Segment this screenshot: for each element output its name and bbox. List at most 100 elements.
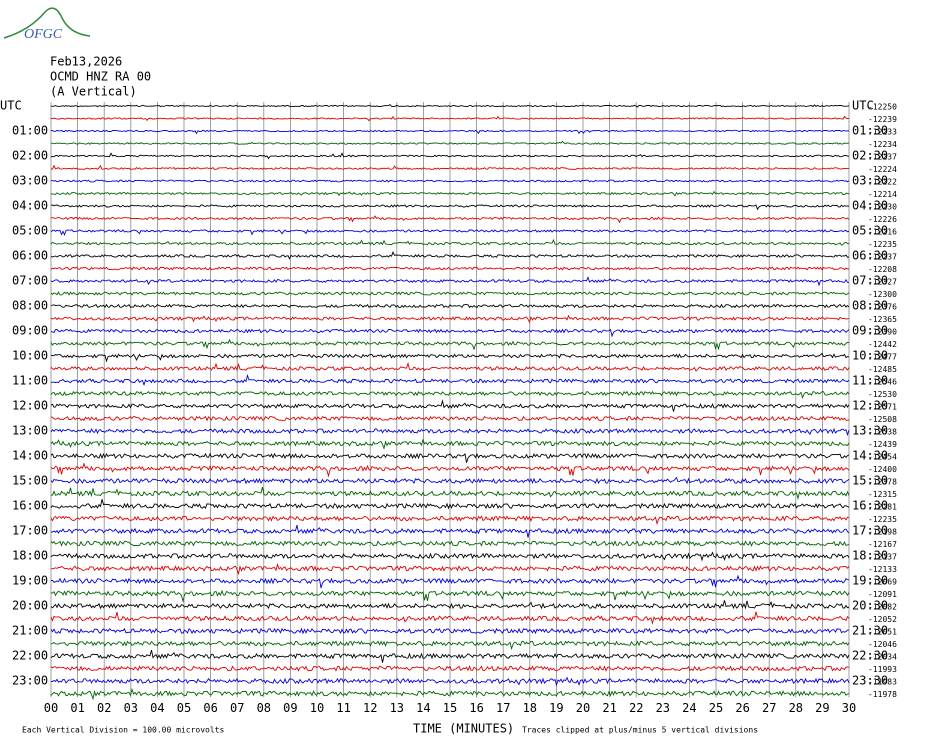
x-tick-label: 26 — [735, 701, 749, 715]
trace — [50, 328, 850, 338]
x-tick-label: 16 — [469, 701, 483, 715]
right-value: -11978 — [868, 690, 897, 699]
right-label: 18:30 — [852, 549, 888, 563]
right-label: 15:30 — [852, 474, 888, 488]
right-label: 09:30 — [852, 324, 888, 338]
left-label: 04:00 — [12, 199, 48, 213]
right-value: -12365 — [868, 315, 897, 324]
left-label: 03:00 — [12, 174, 48, 188]
left-label: 15:00 — [12, 474, 48, 488]
trace — [50, 462, 850, 478]
left-label: 11:00 — [12, 374, 48, 388]
right-value: -12400 — [868, 465, 897, 474]
left-label: 13:00 — [12, 424, 48, 438]
trace — [50, 390, 850, 400]
trace — [50, 291, 850, 296]
trace — [51, 104, 850, 108]
right-value: -12454 — [868, 453, 897, 462]
trace — [50, 427, 850, 437]
x-tick-label: 15 — [443, 701, 457, 715]
right-label: 14:30 — [852, 449, 888, 463]
right-label: 12:30 — [852, 399, 888, 413]
left-label: UTC — [0, 99, 22, 113]
right-label: 16:30 — [852, 499, 888, 513]
logo-text: OFGC — [24, 27, 63, 42]
right-label: 19:30 — [852, 574, 888, 588]
right-label: 07:30 — [852, 274, 888, 288]
right-value: -12571 — [868, 403, 897, 412]
left-label: 09:00 — [12, 324, 48, 338]
trace — [50, 438, 850, 450]
right-value: -12226 — [868, 215, 897, 224]
left-label: 05:00 — [12, 224, 48, 238]
left-label: 06:00 — [12, 249, 48, 263]
right-value: -12133 — [868, 565, 897, 574]
right-value: -12233 — [868, 128, 897, 137]
left-label: 20:00 — [12, 599, 48, 613]
right-label: 21:30 — [852, 624, 888, 638]
right-label: 22:30 — [852, 649, 888, 663]
trace — [50, 499, 850, 510]
x-tick-label: 11 — [336, 701, 350, 715]
right-value: -12214 — [868, 190, 897, 199]
x-tick-label: 21 — [602, 701, 616, 715]
trace — [50, 399, 850, 412]
right-label: 13:30 — [852, 424, 888, 438]
clip-note: Traces clipped at plus/minus 5 vertical … — [522, 726, 758, 735]
right-label: 08:30 — [852, 299, 888, 313]
left-label: 08:00 — [12, 299, 48, 313]
right-label: 01:30 — [852, 124, 888, 138]
x-tick-label: 29 — [815, 701, 829, 715]
right-label: 05:30 — [852, 224, 888, 238]
trace — [50, 415, 850, 422]
trace — [50, 611, 850, 625]
trace — [50, 276, 849, 287]
trace — [50, 373, 850, 387]
right-label: 17:30 — [852, 524, 888, 538]
left-label: 14:00 — [12, 449, 48, 463]
right-label: 02:30 — [852, 149, 888, 163]
trace — [50, 486, 850, 500]
left-label: 19:00 — [12, 574, 48, 588]
trace — [50, 179, 850, 183]
right-value: -12508 — [868, 415, 897, 424]
right-value: -12082 — [868, 603, 897, 612]
x-tick-label: 27 — [762, 701, 776, 715]
x-axis-title: TIME (MINUTES) — [413, 722, 514, 736]
x-tick-label: 28 — [789, 701, 803, 715]
trace — [50, 140, 850, 145]
left-label: 10:00 — [12, 349, 48, 363]
x-tick-label: 08 — [257, 701, 271, 715]
right-value: -12230 — [868, 203, 897, 212]
right-value: -12239 — [868, 115, 897, 124]
trace — [50, 562, 850, 576]
left-label: 18:00 — [12, 549, 48, 563]
trace — [50, 338, 850, 351]
trace — [50, 476, 850, 485]
right-value: -12052 — [868, 615, 897, 624]
trace — [50, 676, 850, 687]
right-value: -12235 — [868, 515, 897, 524]
trace — [50, 665, 850, 672]
right-value: -12390 — [868, 328, 897, 337]
right-value: -12442 — [868, 340, 897, 349]
right-value: -11993 — [868, 665, 897, 674]
x-tick-label: 18 — [523, 701, 537, 715]
right-label: 03:30 — [852, 174, 888, 188]
trace — [50, 238, 850, 246]
x-tick-label: 17 — [496, 701, 510, 715]
trace — [50, 152, 850, 160]
x-tick-label: 24 — [682, 701, 696, 715]
left-label: 23:00 — [12, 674, 48, 688]
right-value: -11983 — [868, 678, 897, 687]
right-value: -12046 — [868, 640, 897, 649]
trace — [50, 515, 850, 526]
trace — [50, 129, 850, 135]
right-value: -12237 — [868, 253, 897, 262]
right-value: -12538 — [868, 428, 897, 437]
right-value: -12034 — [868, 653, 897, 662]
trace — [50, 190, 850, 197]
x-tick-label: 14 — [416, 701, 430, 715]
trace — [50, 574, 850, 589]
right-value: -12250 — [868, 103, 897, 112]
